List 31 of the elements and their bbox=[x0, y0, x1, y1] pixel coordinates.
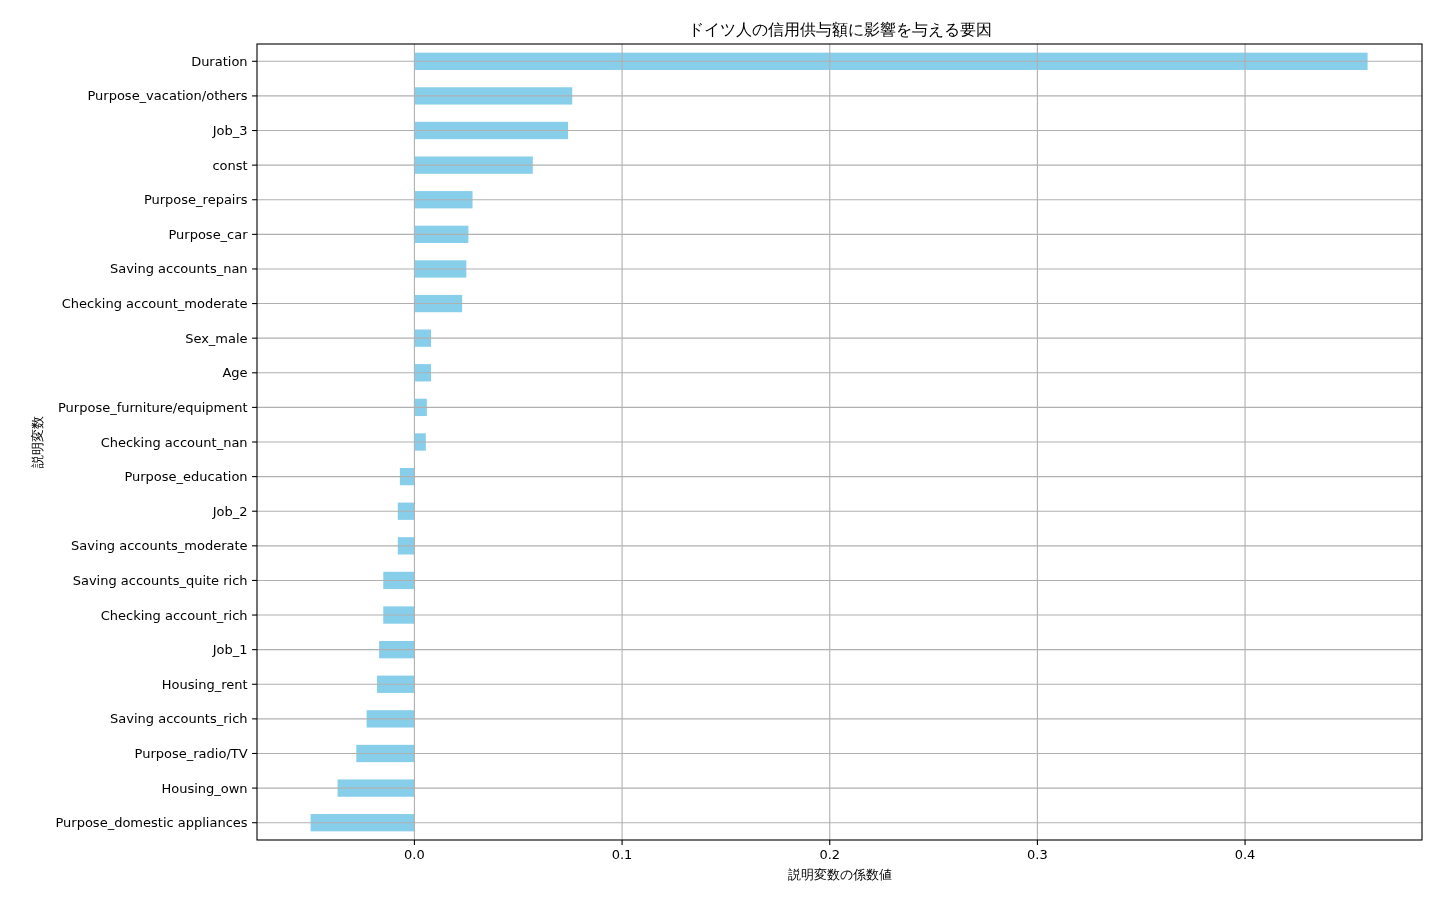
x-tick-label: 0.0 bbox=[404, 847, 425, 863]
y-axis-title: 説明変数 bbox=[30, 416, 45, 468]
x-tick-label: 0.3 bbox=[1027, 847, 1048, 863]
y-tick-label: Sex_male bbox=[185, 330, 248, 346]
x-tick-label: 0.4 bbox=[1234, 847, 1256, 863]
y-tick-label: Saving accounts_nan bbox=[109, 261, 248, 277]
y-tick-label: Age bbox=[222, 365, 248, 381]
y-tick-label: Checking account_moderate bbox=[61, 296, 248, 312]
x-tick-label: 0.1 bbox=[611, 847, 633, 863]
y-tick-label: Housing_own bbox=[161, 780, 248, 796]
y-tick-label: Saving accounts_moderate bbox=[71, 538, 248, 554]
y-tick-label: Housing_rent bbox=[161, 676, 248, 692]
y-tick-label: Saving accounts_rich bbox=[110, 711, 248, 727]
y-tick-label: Duration bbox=[191, 53, 248, 69]
title: ドイツ人の信用供与額に影響を与える要因 bbox=[687, 20, 992, 39]
y-tick-label: Purpose_car bbox=[168, 226, 248, 242]
y-tick-label: Checking account_rich bbox=[100, 607, 248, 623]
y-tick-label: Purpose_furniture/equipment bbox=[58, 399, 248, 415]
y-tick-label: Purpose_radio/TV bbox=[134, 746, 248, 761]
x-tick-label: 0.2 bbox=[819, 847, 841, 863]
y-tick-label: Purpose_repairs bbox=[143, 192, 248, 208]
y-tick-label: Purpose_vacation/others bbox=[87, 88, 248, 104]
y-tick-label: const bbox=[212, 157, 248, 173]
y-tick-label: Job_1 bbox=[212, 642, 248, 658]
y-tick-label: Purpose_education bbox=[124, 469, 248, 485]
y-tick-label: Job_2 bbox=[212, 503, 248, 519]
y-tick-label: Job_3 bbox=[212, 123, 248, 138]
y-tick-label: Saving accounts_quite rich bbox=[72, 572, 248, 588]
y-tick-label: Purpose_domestic appliances bbox=[55, 815, 248, 831]
y-tick-label: Checking account_nan bbox=[100, 434, 248, 450]
x-axis-title: 説明変数の係数値 bbox=[787, 867, 892, 883]
